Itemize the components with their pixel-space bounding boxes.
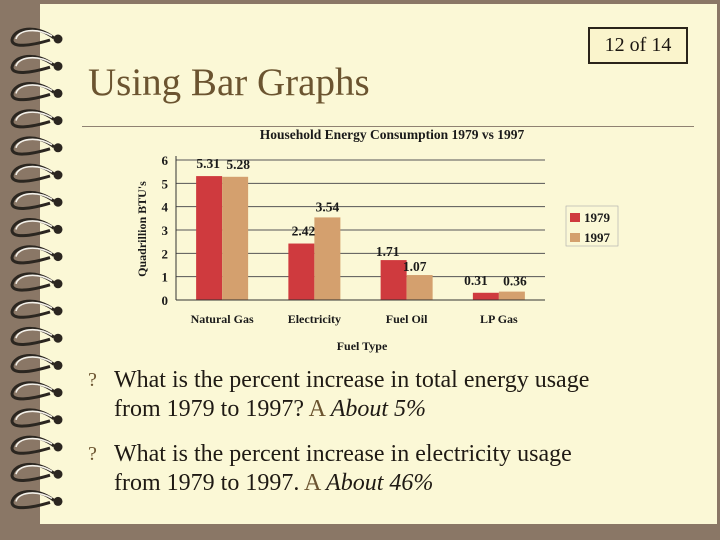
slide-page [40, 4, 717, 524]
question-2-line2: from 1979 to 1997. A About 46% [114, 469, 714, 498]
answer-marker: A [304, 470, 321, 496]
spiral-ring [10, 381, 63, 401]
y-tick-label: 1 [162, 270, 169, 285]
y-axis-label: Quadrillion BTU's [135, 181, 149, 277]
spiral-ring [10, 82, 63, 102]
bar-1979-fuel-oil [380, 260, 407, 300]
spiral-ring [10, 326, 63, 346]
title-divider [82, 126, 694, 127]
spiral-ring [10, 490, 63, 510]
x-tick-label: Fuel Oil [386, 312, 428, 326]
data-label: 3.54 [316, 199, 340, 214]
page-counter: 12 of 14 [588, 27, 688, 64]
x-axis-label: Fuel Type [337, 339, 388, 353]
bullet-marker: ? [88, 369, 97, 391]
question-2: ? What is the percent increase in electr… [88, 440, 708, 500]
bar-1979-natural-gas [196, 176, 223, 300]
y-tick-label: 0 [162, 293, 169, 308]
bullet-marker: ? [88, 443, 97, 465]
question-2-line2-prefix: from 1979 to 1997. [114, 470, 300, 496]
y-tick-label: 5 [162, 176, 169, 191]
chart-labels: 0 1 2 3 4 5 6 Natural Gas 5.31 5.28 Electricity 2.4… [162, 153, 527, 326]
spiral-ring [10, 136, 63, 156]
chart-bars [196, 176, 525, 300]
spiral-ring [10, 109, 63, 129]
spiral-ring [10, 218, 63, 238]
data-label: 0.31 [464, 273, 488, 288]
chart-axes [175, 156, 545, 301]
spiral-ring [10, 354, 63, 374]
question-2-line1: What is the percent increase in electric… [114, 441, 572, 467]
bar-1997-electricity [314, 217, 341, 300]
y-tick-label: 3 [162, 223, 169, 238]
legend-label: 1979 [584, 210, 611, 225]
bar-1997-lp-gas [498, 291, 525, 300]
question-1: ? What is the percent increase in total … [88, 366, 708, 426]
spiral-ring [10, 245, 63, 265]
spiral-ring [10, 462, 63, 482]
question-1-line1: What is the percent increase in total en… [114, 367, 590, 393]
data-label: 5.28 [226, 157, 250, 172]
question-2-text: What is the percent increase in electric… [114, 440, 714, 498]
y-tick-label: 2 [162, 246, 169, 261]
answer-marker: A [308, 396, 325, 422]
data-label: 0.36 [503, 274, 527, 289]
slide-title: Using Bar Graphs [88, 61, 370, 104]
data-label: 2.42 [292, 224, 316, 239]
question-1-text: What is the percent increase in total en… [114, 366, 714, 424]
spiral-ring [10, 190, 63, 210]
data-label: 1.07 [403, 259, 427, 274]
bar-1979-electricity [288, 243, 315, 300]
legend-swatch [570, 213, 580, 222]
legend-swatch [570, 233, 580, 242]
bar-1979-lp-gas [472, 292, 499, 300]
question-1-line2-prefix: from 1979 to 1997? [114, 396, 304, 422]
spiral-ring [10, 54, 63, 74]
data-label: 5.31 [196, 156, 220, 171]
spiral-ring [10, 163, 63, 183]
bar-1997-fuel-oil [406, 275, 433, 300]
x-tick-label: Natural Gas [191, 312, 254, 326]
spiral-binding [10, 27, 63, 510]
legend-label: 1997 [584, 230, 611, 245]
data-label: 1.71 [376, 244, 400, 259]
spiral-ring [10, 299, 63, 319]
y-tick-label: 4 [162, 200, 169, 215]
y-tick-label: 6 [162, 153, 169, 168]
spiral-ring [10, 272, 63, 292]
x-tick-label: LP Gas [480, 312, 518, 326]
spiral-rings [10, 27, 63, 510]
spiral-ring [10, 408, 63, 428]
bar-chart: Household Energy Consumption 1979 vs 199… [135, 127, 619, 353]
chart-title: Household Energy Consumption 1979 vs 199… [260, 127, 525, 142]
bar-1997-natural-gas [222, 176, 249, 300]
spiral-ring [10, 27, 63, 47]
x-tick-label: Electricity [288, 312, 341, 326]
spiral-ring [10, 435, 63, 455]
question-1-answer: About 5% [330, 396, 427, 422]
question-2-answer: About 46% [326, 470, 434, 496]
chart-legend: 1979 1997 [565, 205, 619, 247]
question-1-line2: from 1979 to 1997? A About 5% [114, 395, 714, 424]
